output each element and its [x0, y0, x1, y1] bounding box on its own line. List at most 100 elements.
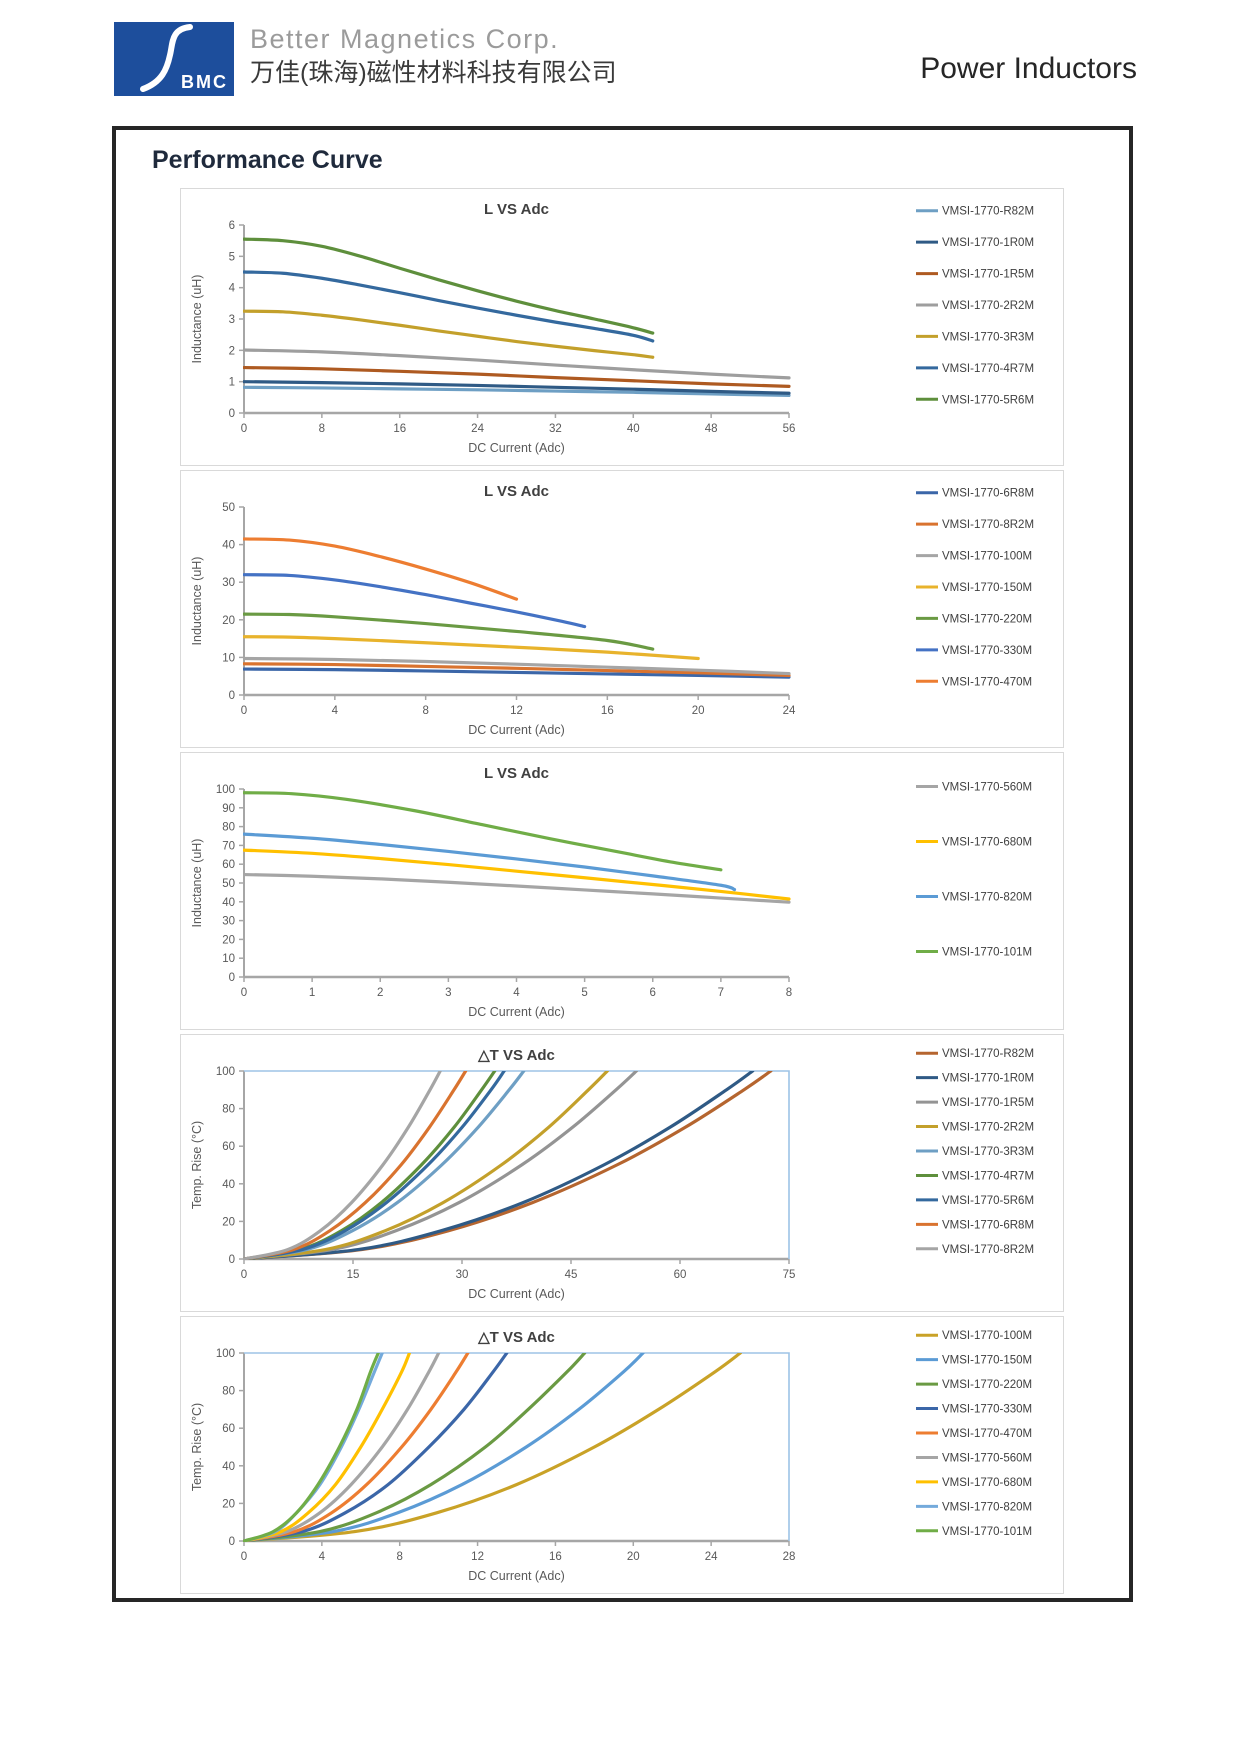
svg-text:16: 16	[393, 423, 406, 435]
series-lines	[243, 537, 791, 679]
svg-text:100: 100	[216, 1348, 235, 1360]
brand-block: Better Magnetics Corp. 万佳(珠海)磁性材料科技有限公司	[250, 24, 617, 88]
svg-text:30: 30	[456, 1269, 469, 1281]
svg-text:10: 10	[222, 953, 235, 965]
chart-svg-4: △T VS Adc 0 20 40 60 80 100 0 15 30 45 60 75 DC Curre…	[190, 1047, 1034, 1301]
svg-text:1: 1	[229, 377, 235, 389]
chart-title: △T VS Adc	[477, 1329, 555, 1346]
svg-text:100: 100	[216, 1066, 235, 1078]
svg-text:8: 8	[397, 1551, 403, 1563]
svg-text:0: 0	[241, 1269, 247, 1281]
svg-text:48: 48	[705, 423, 718, 435]
svg-text:24: 24	[471, 423, 484, 435]
svg-text:60: 60	[222, 859, 235, 871]
svg-text:20: 20	[222, 1216, 235, 1228]
series-VMSI-1770-150M	[243, 1353, 645, 1542]
series-VMSI-1770-220M	[243, 1353, 587, 1542]
section-title: Performance Curve	[152, 146, 383, 174]
legend-label-VMSI-1770-4R7M: VMSI-1770-4R7M	[942, 363, 1034, 375]
series-VMSI-1770-5R6M	[243, 1071, 506, 1260]
svg-text:15: 15	[347, 1269, 360, 1281]
svg-text:16: 16	[601, 705, 614, 717]
svg-text:10: 10	[222, 652, 235, 664]
legend-label-VMSI-1770-220M: VMSI-1770-220M	[942, 613, 1032, 625]
bmc-logo-graphic: BMC	[140, 24, 226, 92]
svg-text:8: 8	[786, 987, 792, 999]
legend-label-VMSI-1770-5R6M: VMSI-1770-5R6M	[942, 1195, 1034, 1207]
series-VMSI-1770-101M	[243, 1353, 380, 1542]
brand-name-english: Better Magnetics Corp.	[250, 24, 560, 54]
series-lines	[243, 1353, 742, 1542]
series-VMSI-1770-330M	[243, 1353, 509, 1542]
legend-label-VMSI-1770-101M: VMSI-1770-101M	[942, 947, 1032, 959]
svg-text:0: 0	[241, 1551, 247, 1563]
legend: VMSI-1770-R82M VMSI-1770-1R0M VMSI-1770-1R…	[916, 1048, 1034, 1256]
legend-label-VMSI-1770-560M: VMSI-1770-560M	[942, 1452, 1032, 1464]
legend: VMSI-1770-6R8M VMSI-1770-8R2M VMSI-1770-10…	[916, 488, 1034, 688]
svg-text:8: 8	[319, 423, 325, 435]
legend-label-VMSI-1770-3R3M: VMSI-1770-3R3M	[942, 331, 1034, 343]
bmc-logo: BMC	[114, 22, 234, 96]
series-VMSI-1770-8R2M	[243, 1071, 442, 1260]
svg-text:30: 30	[222, 916, 235, 928]
svg-text:6: 6	[650, 987, 656, 999]
svg-text:20: 20	[692, 705, 705, 717]
svg-text:0: 0	[229, 690, 235, 702]
series-VMSI-1770-4R7M	[243, 1071, 497, 1260]
chart-title: △T VS Adc	[477, 1047, 555, 1064]
legend-label-VMSI-1770-4R7M: VMSI-1770-4R7M	[942, 1170, 1034, 1182]
brand-name-chinese: 万佳(珠海)磁性材料科技有限公司	[250, 59, 617, 88]
legend-label-VMSI-1770-820M: VMSI-1770-820M	[942, 1501, 1032, 1513]
svg-text:0: 0	[229, 1536, 235, 1548]
series-VMSI-1770-560M	[243, 1353, 441, 1542]
svg-text:5: 5	[229, 251, 235, 263]
svg-text:100: 100	[216, 784, 235, 796]
axes: 0 20 40 60 80 100 0 4 8 12 16 20 24 28	[216, 1348, 796, 1563]
legend-label-VMSI-1770-1R0M: VMSI-1770-1R0M	[942, 237, 1034, 249]
legend-label-VMSI-1770-150M: VMSI-1770-150M	[942, 1355, 1032, 1367]
legend-label-VMSI-1770-100M: VMSI-1770-100M	[942, 1330, 1032, 1342]
series-VMSI-1770-6R8M	[243, 667, 791, 679]
legend-label-VMSI-1770-6R8M: VMSI-1770-6R8M	[942, 488, 1034, 500]
svg-text:4: 4	[229, 283, 236, 295]
svg-text:4: 4	[332, 705, 339, 717]
axes: 0 10 20 30 40 50 60 70 80 90 100 0 1 2 3 4 5 6 7 8	[216, 784, 792, 999]
x-axis-label: DC Current (Adc)	[468, 1569, 565, 1583]
legend-label-VMSI-1770-560M: VMSI-1770-560M	[942, 782, 1032, 794]
svg-text:75: 75	[783, 1269, 796, 1281]
svg-text:24: 24	[783, 705, 796, 717]
legend-label-VMSI-1770-100M: VMSI-1770-100M	[942, 551, 1032, 563]
integral-curve-icon	[140, 24, 193, 92]
series-VMSI-1770-680M	[243, 1353, 412, 1542]
svg-text:50: 50	[222, 878, 235, 890]
series-lines	[243, 1071, 773, 1260]
series-VMSI-1770-680M	[243, 848, 791, 901]
legend-label-VMSI-1770-3R3M: VMSI-1770-3R3M	[942, 1146, 1034, 1158]
series-VMSI-1770-5R6M	[243, 237, 655, 335]
legend-label-VMSI-1770-330M: VMSI-1770-330M	[942, 645, 1032, 657]
legend-label-VMSI-1770-8R2M: VMSI-1770-8R2M	[942, 1244, 1034, 1256]
svg-text:40: 40	[222, 1461, 235, 1473]
chart-panels: L VS Adc 0 1 2 3 4 5 6 0 8 16 24 32 40 48 56 DC Current …	[180, 188, 1129, 1594]
y-axis-label: Inductance (uH)	[190, 275, 204, 364]
svg-text:0: 0	[229, 408, 235, 420]
legend-label-VMSI-1770-820M: VMSI-1770-820M	[942, 892, 1032, 904]
svg-text:2: 2	[377, 987, 383, 999]
svg-text:40: 40	[627, 423, 640, 435]
legend-label-VMSI-1770-2R2M: VMSI-1770-2R2M	[942, 1122, 1034, 1134]
series-VMSI-1770-8R2M	[243, 662, 791, 678]
series-VMSI-1770-4R7M	[243, 270, 655, 343]
svg-text:80: 80	[222, 1386, 235, 1398]
svg-text:3: 3	[445, 987, 451, 999]
svg-text:0: 0	[229, 1254, 235, 1266]
legend-label-VMSI-1770-R82M: VMSI-1770-R82M	[942, 1048, 1034, 1060]
svg-text:45: 45	[565, 1269, 578, 1281]
series-VMSI-1770-1R0M	[243, 1071, 755, 1260]
svg-text:80: 80	[222, 822, 235, 834]
x-axis-label: DC Current (Adc)	[468, 1287, 565, 1301]
y-axis-label: Inductance (uH)	[190, 839, 204, 928]
series-VMSI-1770-1R5M	[243, 365, 791, 388]
svg-text:30: 30	[222, 577, 235, 589]
svg-text:20: 20	[222, 615, 235, 627]
legend: VMSI-1770-560M VMSI-1770-680M VMSI-1770-82…	[916, 782, 1032, 959]
